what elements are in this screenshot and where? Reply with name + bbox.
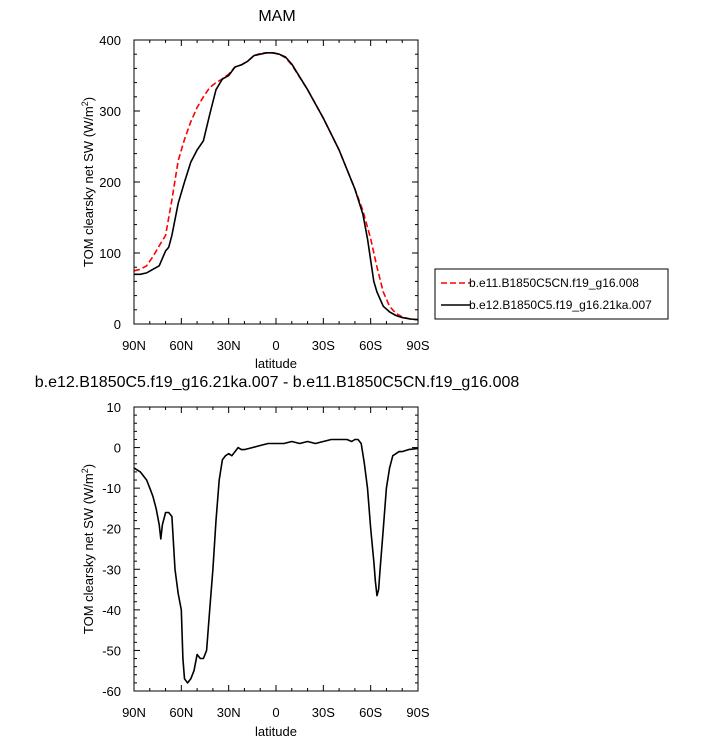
bottom-chart-ytick-label: -60 <box>102 684 121 699</box>
bottom-chart-ytick-label: -40 <box>102 603 121 618</box>
bottom-chart-ytick-label: 10 <box>107 400 121 415</box>
top-chart-xtick-label: 90S <box>406 338 429 353</box>
bottom-chart-ylabel-sup: 2 <box>80 468 90 473</box>
bottom-chart-xtick-label: 90S <box>406 705 429 720</box>
bottom-chart-xlabel: latitude <box>255 724 297 739</box>
bottom-chart-xtick-label: 30N <box>217 705 241 720</box>
bottom-chart-xtick-label: 60S <box>359 705 382 720</box>
top-chart-ytick-label: 0 <box>114 317 121 332</box>
top-chart-xlabel: latitude <box>255 356 297 371</box>
bottom-chart-ytick-label: -10 <box>102 481 121 496</box>
bottom-chart-ylabel-main: TOM clearsky net SW (W/m <box>81 473 96 634</box>
legend-box <box>434 268 669 320</box>
bottom-chart-frame <box>133 406 419 692</box>
bottom-chart-ylabel: TOM clearsky net SW (W/m2) <box>80 464 96 634</box>
top-chart-xtick-label: 30N <box>217 338 241 353</box>
top-chart-ylabel: TOM clearsky net SW (W/m2) <box>80 97 96 267</box>
top-chart-series <box>133 51 419 321</box>
top-chart-ytick-label: 100 <box>99 246 121 261</box>
bottom-chart: b.e12.B1850C5.f19_g16.21ka.007 - b.e11.B… <box>35 374 520 739</box>
bottom-chart-series <box>133 438 419 684</box>
bottom-chart-ytick-label: -20 <box>102 522 121 537</box>
bottom-chart-ylabel-close: ) <box>81 464 96 468</box>
bottom-chart-ytick-label: -30 <box>102 562 121 577</box>
bottom-chart-title: b.e12.B1850C5.f19_g16.21ka.007 - b.e11.B… <box>35 374 520 391</box>
top-chart-ytick-label: 200 <box>99 175 121 190</box>
legend-label-series-2: b.e12.B1850C5.f19_g16.21ka.007 <box>469 298 652 312</box>
top-chart: MAM 90N 60N 30N 0 30S 60S 90S 0 100 200 300 400 lat… <box>80 8 669 371</box>
top-chart-ylabel-main: TOM clearsky net SW (W/m <box>81 106 96 267</box>
top-chart-ticks: 90N 60N 30N 0 30S 60S 90S 0 100 200 300 400 <box>99 33 430 353</box>
top-chart-ylabel-close: ) <box>81 97 96 101</box>
top-chart-ytick-label: 300 <box>99 104 121 119</box>
top-chart-series-line-2 <box>134 51 419 321</box>
top-chart-ylabel-sup: 2 <box>80 101 90 106</box>
legend: b.e11.B1850C5CN.f19_g16.008 b.e12.B1850C… <box>434 268 669 320</box>
top-chart-frame <box>133 39 419 325</box>
bottom-chart-xtick-label: 30S <box>312 705 335 720</box>
top-chart-xtick-label: 60N <box>169 338 193 353</box>
bottom-chart-ytick-label: 0 <box>114 441 121 456</box>
bottom-chart-ytick-label: -50 <box>102 643 121 658</box>
top-chart-ytick-label: 400 <box>99 33 121 48</box>
legend-label-series-1: b.e11.B1850C5CN.f19_g16.008 <box>469 276 639 290</box>
top-chart-xtick-label: 90N <box>122 338 146 353</box>
top-chart-series-line-1 <box>133 51 419 321</box>
bottom-chart-series-line-1 <box>133 438 419 684</box>
top-chart-title: MAM <box>258 8 295 25</box>
bottom-chart-xtick-label: 90N <box>122 705 146 720</box>
bottom-chart-xtick-label: 60N <box>169 705 193 720</box>
bottom-chart-xtick-label: 0 <box>272 705 279 720</box>
top-chart-xtick-label: 0 <box>272 338 279 353</box>
top-chart-xtick-label: 60S <box>359 338 382 353</box>
top-chart-xtick-label: 30S <box>312 338 335 353</box>
